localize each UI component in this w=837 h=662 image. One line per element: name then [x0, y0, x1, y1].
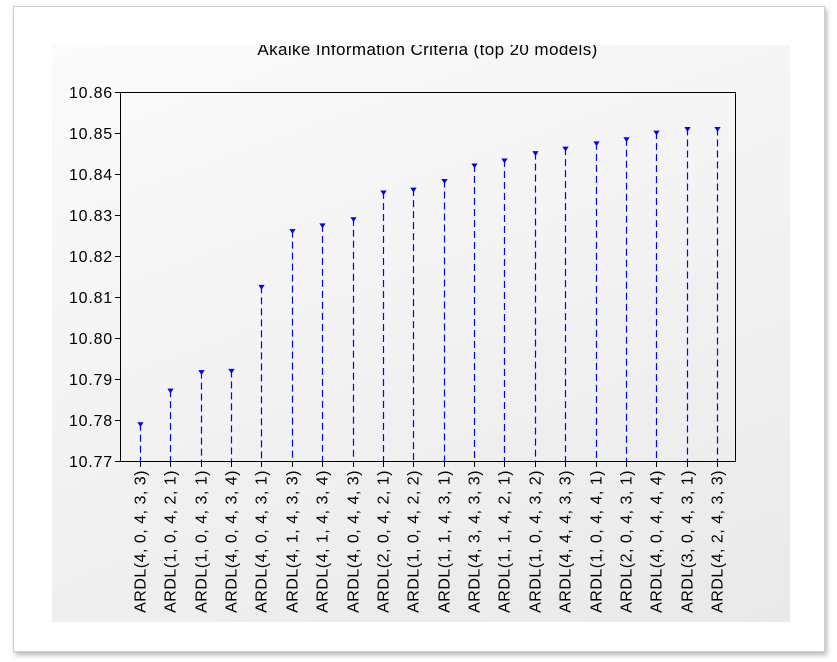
x-tick-label: ARDL(1, 0, 4, 3, 1) — [194, 470, 211, 613]
y-tick-label: 10.80 — [69, 331, 113, 348]
x-tick-label: ARDL(4, 1, 4, 3, 4) — [315, 470, 332, 613]
spike-marker — [380, 190, 387, 196]
spike-marker — [471, 163, 478, 169]
spike-marker — [198, 370, 205, 375]
spike-marker — [441, 179, 448, 184]
x-tick-label: ARDL(4, 0, 4, 3, 4) — [224, 470, 241, 613]
y-tick-label: 10.81 — [69, 290, 113, 307]
spike-marker — [562, 146, 569, 152]
x-tick-label: ARDL(4, 0, 4, 4, 4) — [649, 470, 666, 613]
y-tick-label: 10.84 — [69, 167, 113, 184]
spike-marker — [228, 368, 235, 374]
plot-frame — [120, 92, 736, 462]
spike-marker — [684, 126, 691, 132]
chart-title: Akaike Information Criteria (top 20 mode… — [257, 45, 598, 59]
spike-marker — [319, 223, 326, 229]
x-tick-label: ARDL(1, 0, 4, 4, 1) — [589, 470, 606, 613]
x-tick-label: ARDL(4, 0, 4, 3, 1) — [254, 470, 271, 613]
spike-marker — [532, 151, 539, 157]
spike-marker — [258, 284, 265, 290]
x-tick-label: ARDL(4, 1, 4, 3, 3) — [285, 470, 302, 613]
x-tick-label: ARDL(4, 2, 4, 3, 3) — [710, 470, 727, 613]
x-tick-label: ARDL(2, 0, 4, 3, 1) — [619, 470, 636, 613]
spike-marker — [410, 187, 417, 193]
x-tick-label: ARDL(4, 0, 4, 4, 3) — [346, 470, 363, 613]
spike-marker — [623, 137, 630, 143]
spike-marker — [653, 130, 660, 136]
x-tick-label: ARDL(4, 3, 4, 3, 3) — [467, 470, 484, 613]
x-tick-label: ARDL(1, 1, 4, 3, 1) — [437, 470, 454, 613]
y-axis: 10.77 10.78 10.79 10.80 10.81 10.82 10.83 10.84… — [69, 85, 120, 471]
y-tick-label: 10.86 — [69, 85, 113, 102]
x-tick-label: ARDL(2, 0, 4, 2, 1) — [376, 470, 393, 613]
y-tick-label: 10.78 — [69, 413, 113, 430]
y-tick-label: 10.77 — [69, 454, 113, 471]
y-tick-label: 10.85 — [69, 126, 113, 143]
spike-marker — [289, 229, 296, 234]
x-tick-label: ARDL(3, 0, 4, 3, 1) — [680, 470, 697, 613]
y-tick-label: 10.82 — [69, 249, 113, 266]
graph-panel: Akaike Information Criteria (top 20 mode… — [52, 45, 790, 622]
y-tick-label: 10.83 — [69, 208, 113, 225]
x-axis: ARDL(4, 0, 4, 3, 3) ARDL(1, 0, 4, 2, 1) AR… — [133, 461, 727, 613]
spike-marker — [714, 126, 721, 132]
spike-marker — [167, 388, 174, 394]
spike-marker — [137, 422, 144, 428]
spike-marker — [593, 141, 600, 147]
x-tick-label: ARDL(1, 1, 4, 2, 1) — [497, 470, 514, 613]
x-tick-label: ARDL(4, 0, 4, 3, 3) — [133, 470, 150, 613]
y-tick-label: 10.79 — [69, 372, 113, 389]
x-tick-label: ARDL(1, 0, 4, 3, 2) — [528, 470, 545, 613]
series-spikes — [137, 126, 721, 461]
spike-marker — [501, 158, 508, 164]
x-tick-label: ARDL(1, 0, 4, 2, 1) — [163, 470, 180, 613]
x-tick-label: ARDL(1, 0, 4, 2, 2) — [406, 470, 423, 613]
spike-marker — [350, 217, 357, 223]
x-tick-label: ARDL(4, 4, 4, 3, 3) — [558, 470, 575, 613]
